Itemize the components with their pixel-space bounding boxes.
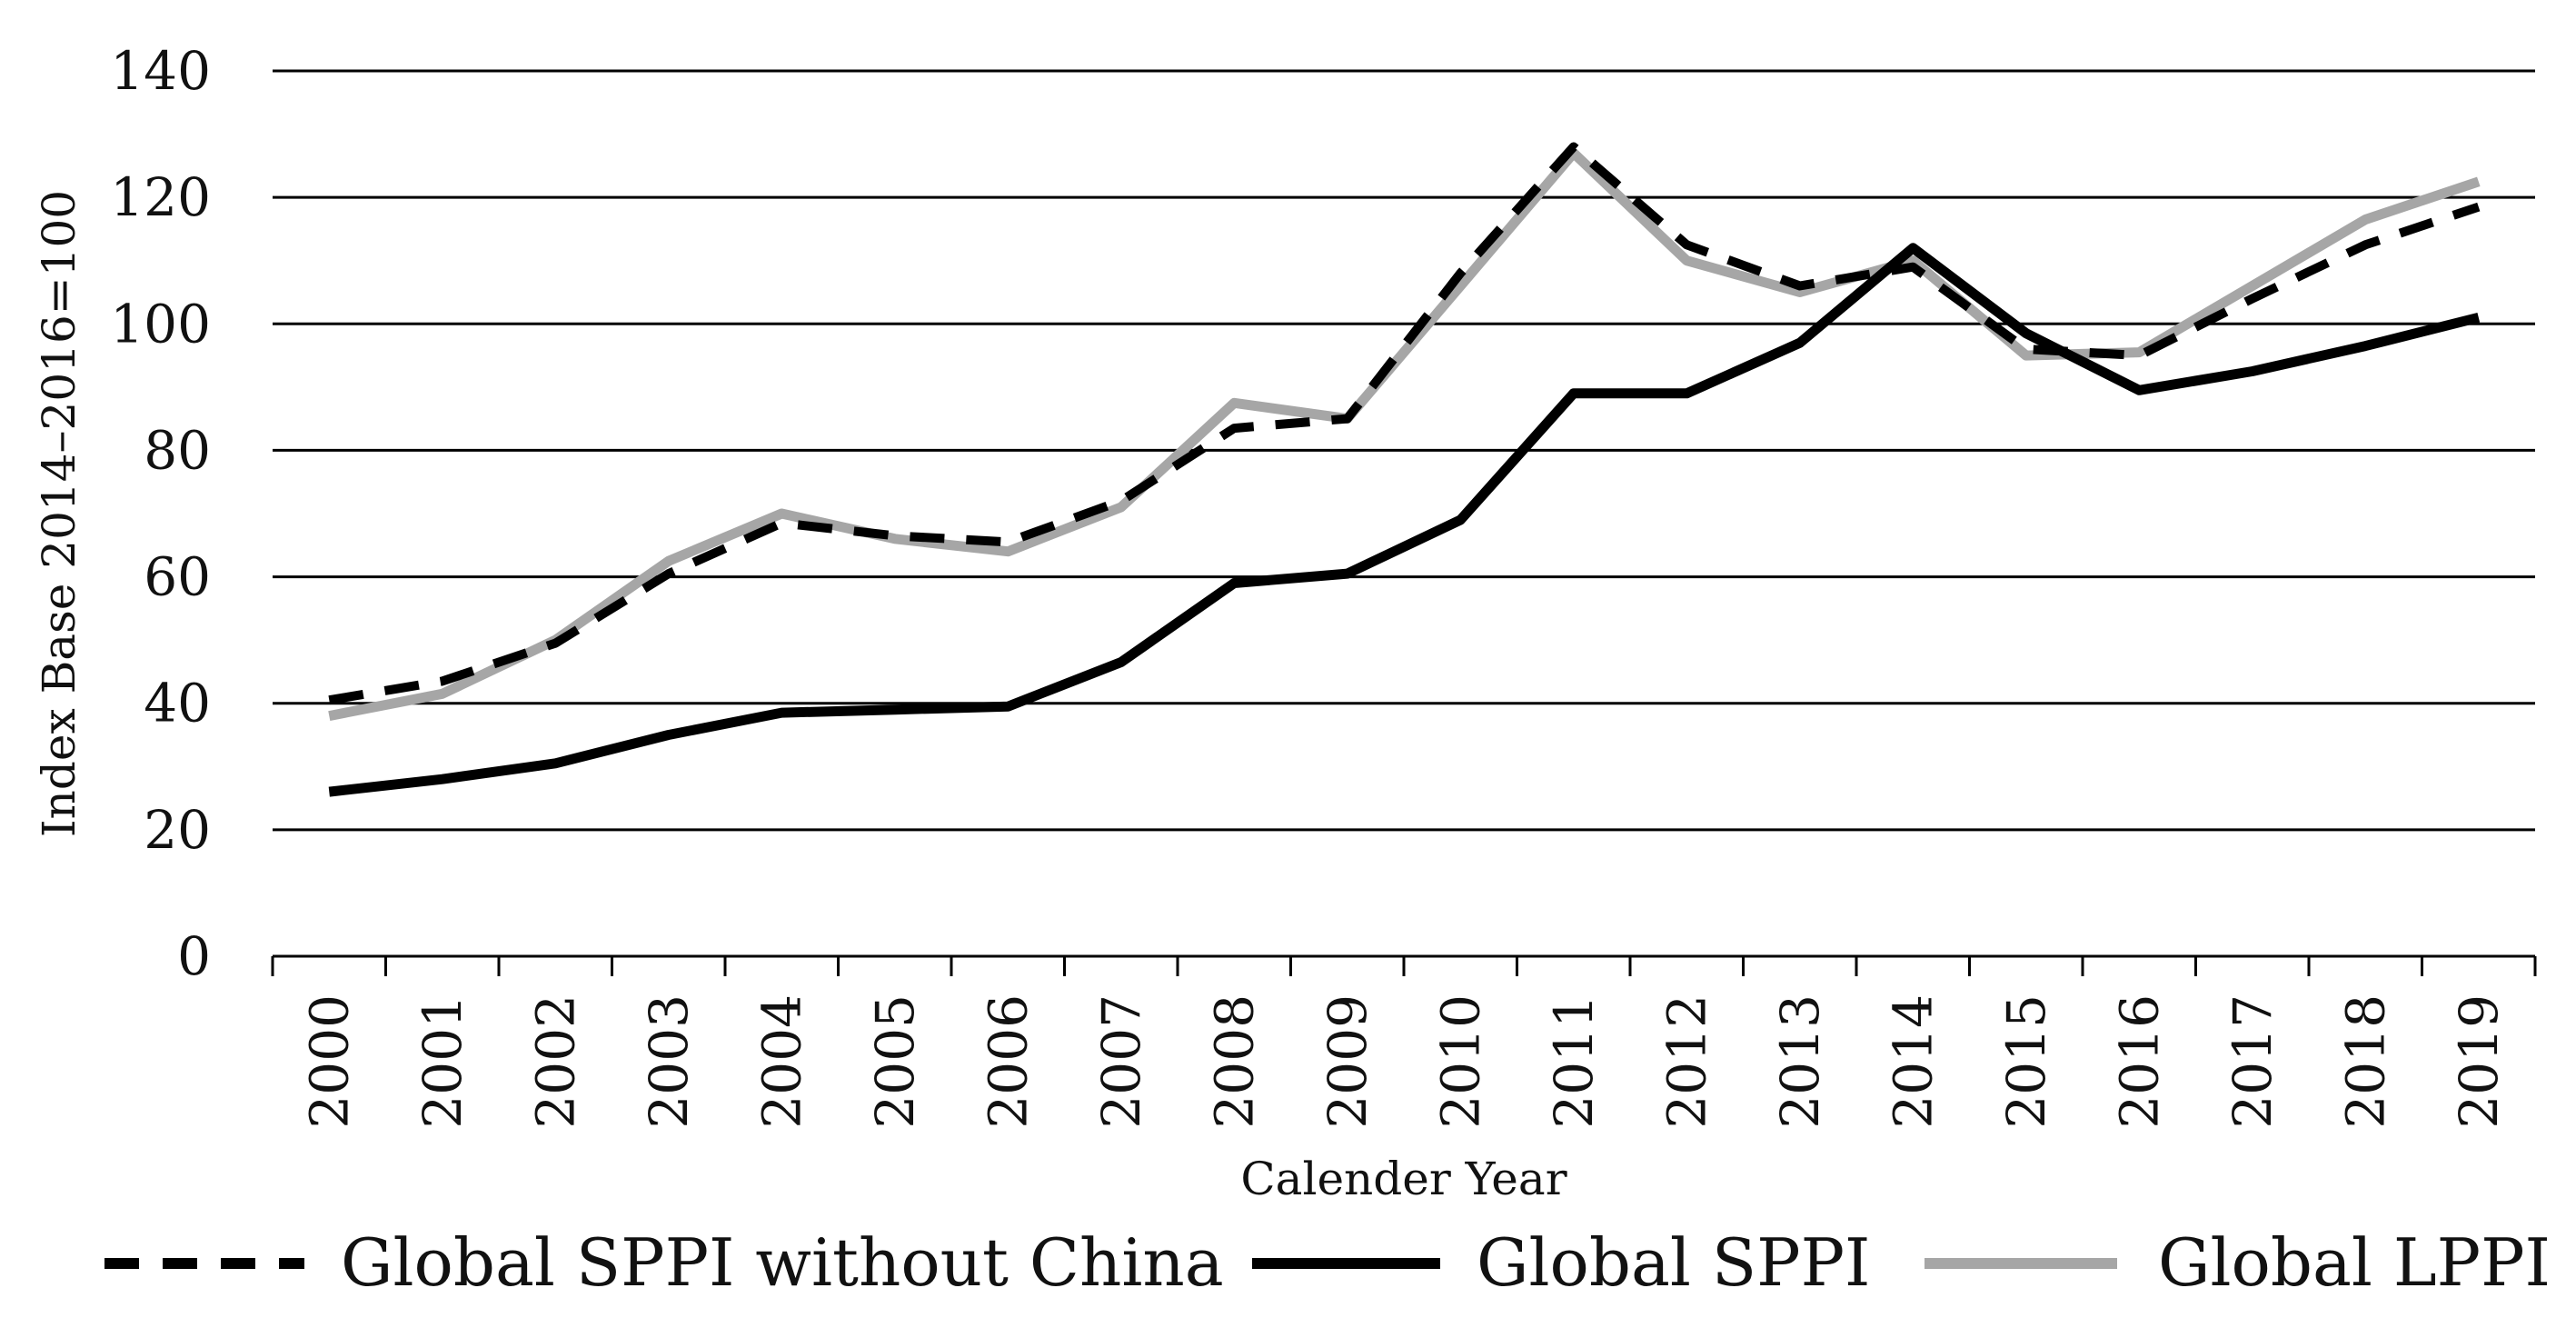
series-line-global-lppi [328,147,2481,721]
y-axis-title: Index Base 2014–2016=100 [33,190,85,837]
legend: Global SPPI without China Global SPPI Glob… [104,1224,2551,1301]
y-axis-ticks: 0 20 40 60 80 100 120 140 [110,40,211,987]
x-tick-label: 2006 [977,994,1039,1129]
gridlines [273,69,2535,832]
x-tick-label: 2015 [1995,994,2057,1129]
x-tick-label: 2019 [2448,994,2510,1129]
series-lines [328,142,2481,797]
legend-label: Global SPPI without China [341,1224,1224,1301]
x-tick-label: 2018 [2334,994,2396,1129]
y-tick-label: 100 [110,293,211,354]
series-line-global-sppi-without-china [328,142,2481,705]
x-tick-label: 2013 [1769,994,1831,1129]
x-tick-label: 2017 [2222,994,2283,1129]
x-tick-label: 2016 [2108,994,2170,1129]
y-tick-label: 40 [144,673,211,734]
x-tick-label: 2014 [1882,994,1944,1129]
series-line-global-sppi [328,243,2481,797]
x-tick-label: 2012 [1656,994,1717,1129]
x-tick-label: 2000 [298,994,360,1129]
x-axis-ticks: 2000 2001 2002 2003 2004 2005 2006 2007 2008 2009… [271,956,2537,1129]
y-tick-label: 80 [144,419,211,481]
y-tick-label: 60 [144,546,211,608]
x-tick-label: 2009 [1317,994,1378,1129]
x-axis-title: Calender Year [1240,1153,1566,1205]
legend-label: Global SPPI [1477,1224,1870,1301]
y-tick-label: 140 [110,40,211,102]
x-tick-label: 2004 [751,994,812,1129]
x-tick-label: 2011 [1543,994,1605,1129]
x-tick-label: 2010 [1429,994,1491,1129]
y-tick-label: 120 [110,166,211,228]
y-tick-label: 20 [144,799,211,861]
x-tick-label: 2002 [524,994,586,1129]
x-tick-label: 2005 [864,994,926,1129]
x-tick-label: 2007 [1090,994,1152,1129]
y-tick-label: 0 [177,925,211,987]
x-tick-label: 2001 [412,994,473,1129]
x-tick-label: 2008 [1203,994,1265,1129]
x-tick-label: 2003 [638,994,700,1129]
legend-label: Global LPPI [2158,1224,2551,1301]
